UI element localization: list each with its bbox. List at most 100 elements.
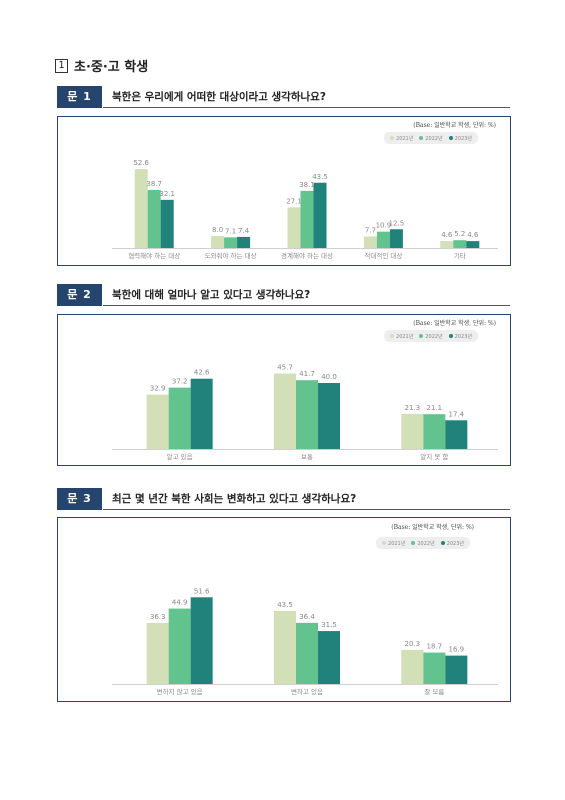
chart-2-category-label: 알지 못 함 bbox=[420, 452, 448, 461]
legend-label-2023: 2023년 bbox=[454, 135, 472, 142]
chart-1-bar bbox=[313, 182, 327, 248]
chart-1-frame: (Base: 일반학교 학생, 단위: %) 2021년 2022년 2023년… bbox=[57, 116, 511, 266]
chart-3-category-label: 변하고 있음 bbox=[291, 687, 323, 696]
question-3-label: 문 3 bbox=[57, 488, 102, 510]
legend-label-2022: 2022년 bbox=[417, 540, 435, 547]
chart-1-bar bbox=[440, 241, 454, 248]
chart-1-bar bbox=[211, 236, 225, 248]
chart-1-bar bbox=[376, 231, 390, 248]
chart-2-svg: 32.9 37.2 42.6 알고 있음 45.7 41.7 40.0 보통 21.3 21.1 1… bbox=[112, 364, 498, 461]
chart-1-category-label: 경계해야 하는 대상 bbox=[281, 251, 333, 260]
chart-1-data-label: 7.7 bbox=[365, 226, 376, 234]
chart-1-bar bbox=[466, 241, 480, 248]
chart-1-bar bbox=[300, 190, 314, 248]
legend-swatch-2021 bbox=[382, 541, 387, 545]
question-3-header: 문 3 최근 몇 년간 북한 사회는 변화하고 있다고 생각하나요? bbox=[57, 488, 510, 510]
legend-swatch-2022 bbox=[419, 136, 424, 140]
chart-2-frame: (Base: 일반학교 학생, 단위: %) 2021년 2022년 2023년… bbox=[57, 314, 511, 466]
section-title-text: 초·중·고 학생 bbox=[74, 60, 149, 75]
legend-label-2021: 2021년 bbox=[388, 540, 406, 547]
chart-2-data-label: 37.2 bbox=[172, 378, 188, 386]
chart-2-bar bbox=[318, 383, 340, 449]
chart-3-data-label: 31.5 bbox=[321, 621, 337, 629]
chart-2-legend: 2021년 2022년 2023년 bbox=[384, 330, 478, 342]
chart-3-category-label: 잘 모름 bbox=[424, 688, 444, 696]
chart-1-category-label: 적대적인 대상 bbox=[364, 251, 402, 260]
chart-2-data-label: 45.7 bbox=[277, 364, 293, 372]
chart-3-bar bbox=[296, 622, 318, 684]
chart-1-data-label: 38.7 bbox=[146, 180, 162, 188]
chart-2-data-label: 21.3 bbox=[405, 404, 421, 412]
legend-item-2021: 2021년 bbox=[390, 135, 413, 142]
chart-1-bar bbox=[453, 240, 467, 248]
chart-2-bar bbox=[274, 373, 296, 449]
legend-item-2023: 2023년 bbox=[448, 333, 472, 340]
chart-3-base-note: (Base: 일반학교 학생, 단위: %) bbox=[391, 524, 474, 531]
legend-item-2023: 2023년 bbox=[448, 135, 472, 142]
chart-2-data-label: 41.7 bbox=[299, 370, 315, 378]
chart-2-bar bbox=[168, 387, 191, 449]
chart-1-bar bbox=[389, 229, 403, 248]
chart-1-data-label: 4.6 bbox=[467, 231, 479, 239]
chart-1-bar bbox=[363, 236, 377, 248]
question-1-text: 북한은 우리에게 어떠한 대상이라고 생각하나요? bbox=[112, 91, 326, 103]
chart-1-data-label: 38.1 bbox=[299, 181, 315, 189]
chart-2-data-label: 42.6 bbox=[194, 369, 210, 377]
chart-3-bar bbox=[445, 655, 468, 684]
legend-swatch-2021 bbox=[390, 334, 395, 338]
legend-label-2022: 2022년 bbox=[425, 333, 443, 340]
chart-1-bar bbox=[134, 169, 148, 248]
chart-3-bar bbox=[274, 610, 296, 684]
section-title: 1 초·중·고 학생 bbox=[55, 56, 148, 75]
question-1-label: 문 1 bbox=[57, 86, 102, 108]
question-2-text: 북한에 대해 얼마나 알고 있다고 생각하나요? bbox=[112, 289, 311, 301]
chart-1-bar bbox=[224, 237, 238, 248]
legend-label-2022: 2022년 bbox=[425, 135, 443, 142]
chart-3-data-label: 36.3 bbox=[150, 613, 166, 621]
chart-3-bar bbox=[168, 608, 191, 684]
chart-1-data-label: 8.0 bbox=[212, 226, 223, 234]
chart-1-bar bbox=[160, 199, 174, 248]
chart-2-category-label: 보통 bbox=[301, 453, 313, 461]
chart-1-base-note: (Base: 일반학교 학생, 단위: %) bbox=[413, 122, 496, 129]
chart-2-data-label: 21.1 bbox=[427, 404, 443, 412]
chart-3-data-label: 18.7 bbox=[427, 643, 443, 651]
chart-1-data-label: 12.5 bbox=[389, 219, 405, 227]
chart-3-data-label: 20.3 bbox=[405, 640, 421, 648]
chart-1-data-label: 27.1 bbox=[286, 197, 302, 205]
chart-3-data-label: 44.9 bbox=[172, 599, 188, 607]
chart-1-category-label: 협력해야 하는 대상 bbox=[128, 251, 180, 260]
chart-3-category-label: 변하지 않고 있음 bbox=[157, 687, 203, 696]
chart-1-bar bbox=[287, 207, 301, 248]
chart-1-svg: 52.6 38.7 32.1 협력해야 하는 대상 8.0 7.1 7.4 도와줘야 하는 대… bbox=[112, 159, 498, 260]
question-2-label: 문 2 bbox=[57, 284, 102, 306]
chart-3-legend: 2021년 2022년 2023년 bbox=[376, 537, 470, 549]
chart-2-bar bbox=[190, 378, 213, 449]
legend-swatch-2022 bbox=[411, 541, 416, 545]
chart-1-data-label: 4.6 bbox=[441, 231, 453, 239]
chart-3-bar bbox=[401, 649, 424, 684]
chart-1-data-label: 7.4 bbox=[238, 227, 250, 235]
question-2-rule bbox=[103, 305, 510, 306]
chart-2-base-note: (Base: 일반학교 학생, 단위: %) bbox=[413, 320, 496, 327]
question-2-header: 문 2 북한에 대해 얼마나 알고 있다고 생각하나요? bbox=[57, 284, 510, 306]
chart-2-data-label: 40.0 bbox=[321, 373, 337, 381]
chart-3-data-label: 36.4 bbox=[299, 613, 315, 621]
question-1-rule bbox=[103, 107, 510, 108]
chart-1-category-label: 도와줘야 하는 대상 bbox=[205, 251, 257, 260]
legend-item-2021: 2021년 bbox=[390, 333, 413, 340]
chart-2-data-label: 17.4 bbox=[449, 410, 465, 418]
chart-2-bar bbox=[296, 380, 318, 449]
section-number: 1 bbox=[55, 58, 68, 73]
chart-3-data-label: 51.6 bbox=[194, 587, 210, 595]
legend-swatch-2023 bbox=[448, 334, 453, 338]
chart-3-svg: 36.3 44.9 51.6 변하지 않고 있음 43.5 36.4 31.5 변하고 있음 2… bbox=[112, 587, 498, 696]
question-3-text: 최근 몇 년간 북한 사회는 변화하고 있다고 생각하나요? bbox=[112, 493, 357, 505]
chart-2-category-label: 알고 있음 bbox=[167, 452, 193, 461]
chart-1-data-label: 43.5 bbox=[312, 173, 328, 181]
chart-1-bar bbox=[147, 189, 161, 248]
chart-1-bar bbox=[237, 236, 251, 248]
legend-item-2021: 2021년 bbox=[382, 540, 405, 547]
chart-2-bar bbox=[423, 414, 446, 449]
chart-1-legend: 2021년 2022년 2023년 bbox=[384, 132, 478, 144]
